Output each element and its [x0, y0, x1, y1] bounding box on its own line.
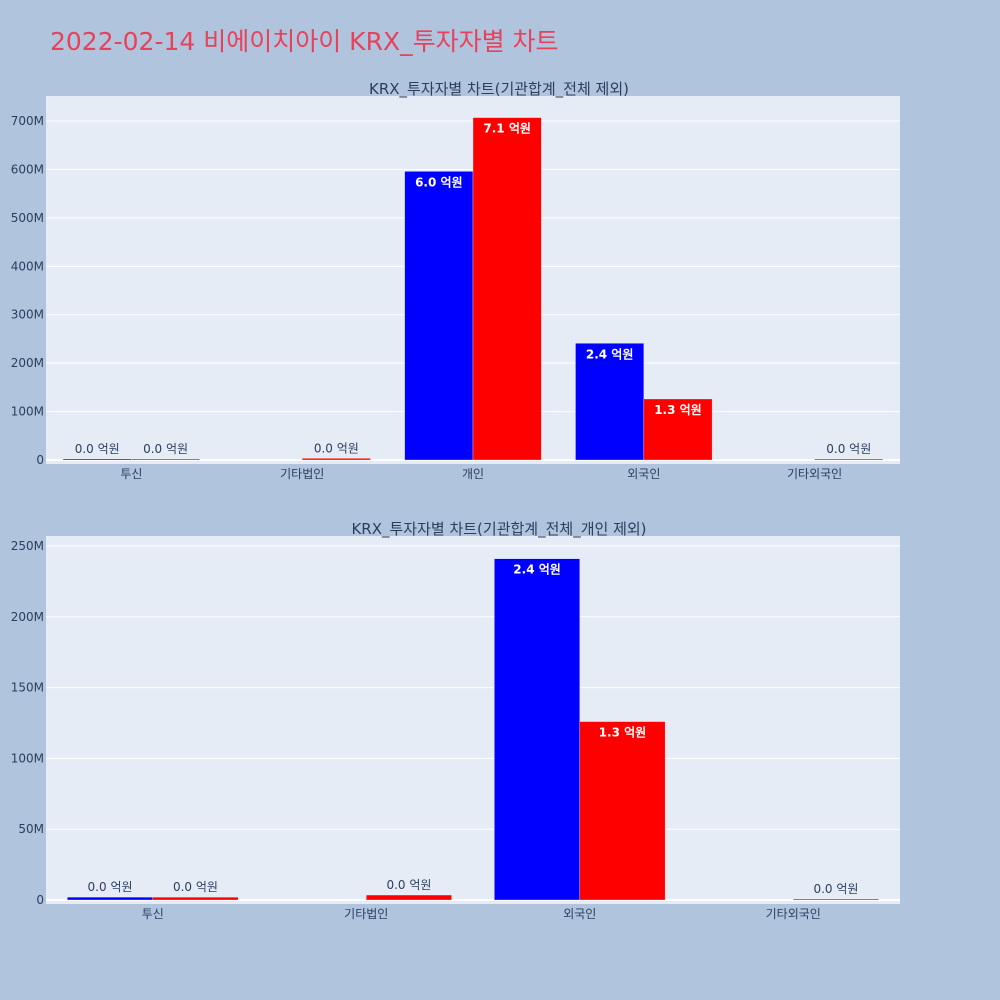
y-tick-label: 300M [11, 308, 44, 322]
bar [472, 117, 542, 461]
y-tick-label: 0 [36, 893, 44, 907]
y-tick-label: 50M [18, 822, 44, 836]
x-tick-label: 기타외국인 [787, 467, 842, 481]
y-tick-label: 250M [11, 539, 44, 553]
bar-label: 0.0 억원 [173, 880, 218, 894]
y-tick-label: 400M [11, 259, 44, 273]
bar-label: 0.0 억원 [88, 880, 133, 894]
bar-label: 0.0 억원 [826, 442, 871, 456]
bar [814, 458, 884, 461]
bar [575, 343, 645, 461]
bar [643, 398, 713, 461]
y-tick-label: 100M [11, 405, 44, 419]
x-tick-label: 외국인 [627, 467, 660, 481]
y-tick-label: 200M [11, 356, 44, 370]
bar-label: 1.3 억원 [599, 726, 647, 740]
x-tick-label: 기타법인 [280, 467, 324, 481]
bar [152, 896, 239, 901]
bar-label: 6.0 억원 [415, 175, 463, 189]
bar-label: 2.4 억원 [586, 347, 634, 361]
bar [67, 896, 153, 901]
bar-label: 0.0 억원 [75, 442, 120, 456]
y-tick-label: 500M [11, 211, 44, 225]
x-tick-label: 투신 [120, 467, 142, 481]
chart-subtitle: KRX_투자자별 차트(기관합계_전체 제외) [369, 80, 629, 99]
investor-chart-all: 0 100M 200M 300M 400M 500M 600M 700M KRX_투자자별 차트… [11, 80, 900, 481]
y-tick-label: 100M [11, 751, 44, 765]
y-tick-label: 150M [11, 681, 44, 695]
bar-label: 0.0 억원 [813, 882, 858, 896]
x-tick-label: 개인 [462, 467, 484, 481]
bar [793, 898, 879, 901]
bar [494, 558, 581, 901]
bar [62, 458, 132, 461]
bar-label: 7.1 억원 [483, 122, 531, 136]
x-tick-label: 투신 [142, 907, 164, 921]
x-tick-label: 기타외국인 [766, 907, 821, 921]
x-tick-label: 기타법인 [344, 907, 388, 921]
bar [366, 894, 452, 901]
y-tick-label: 0 [36, 453, 44, 467]
y-tick-label: 600M [11, 162, 44, 176]
y-tick-label: 700M [11, 114, 44, 128]
investor-chart-excl-individual: 0 50M 100M 150M 200M 250M KRX_투자자별 차트(기관합계_전체_… [11, 520, 900, 921]
bar-label: 0.0 억원 [143, 442, 188, 456]
chart-subtitle: KRX_투자자별 차트(기관합계_전체_개인 제외) [351, 520, 646, 539]
bar [301, 458, 371, 461]
bar-label: 2.4 억원 [513, 563, 561, 577]
y-tick-label: 200M [11, 610, 44, 624]
bar [131, 458, 200, 461]
bar-label: 0.0 억원 [386, 878, 431, 892]
plot-area [46, 536, 900, 904]
bar [404, 171, 474, 461]
bar [579, 721, 666, 901]
bar-label: 0.0 억원 [314, 441, 359, 455]
bar-label: 1.3 억원 [654, 403, 702, 417]
x-tick-label: 외국인 [563, 907, 596, 921]
page-title: 2022-02-14 비에이치아이 KRX_투자자별 차트 [50, 27, 559, 56]
